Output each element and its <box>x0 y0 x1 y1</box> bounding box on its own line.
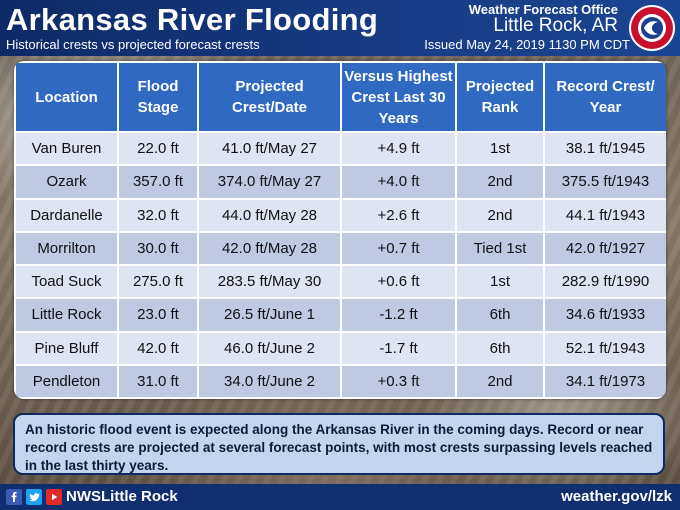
crest-table-container: Location Flood Stage Projected Crest/Dat… <box>14 61 666 399</box>
cell-record-crest: 44.1 ft/1943 <box>543 197 666 233</box>
cell-versus-highest: -1.2 ft <box>340 297 457 333</box>
cell-projected-rank: 1st <box>455 263 545 300</box>
cell-location: Pine Bluff <box>14 330 119 366</box>
cell-flood-stage: 42.0 ft <box>117 330 199 366</box>
cell-projected-crest: 46.0 ft/June 2 <box>197 330 342 366</box>
cell-record-crest: 282.9 ft/1990 <box>543 263 666 300</box>
header-versus-highest: Versus Highest Crest Last 30 Years <box>340 61 457 133</box>
office-city: Little Rock, AR <box>493 15 618 36</box>
cell-record-crest: 52.1 ft/1943 <box>543 330 666 366</box>
table-row: Van Buren 22.0 ft 41.0 ft/May 27 +4.9 ft… <box>14 130 666 167</box>
table-row: Morrilton 30.0 ft 42.0 ft/May 28 +0.7 ft… <box>14 230 666 267</box>
header-projected-crest: Projected Crest/Date <box>197 61 342 133</box>
cell-location: Ozark <box>14 164 119 200</box>
cell-versus-highest: +4.9 ft <box>340 130 457 167</box>
nws-logo <box>629 5 675 51</box>
facebook-icon[interactable] <box>6 489 22 505</box>
website-link[interactable]: weather.gov/lzk <box>561 488 672 505</box>
cell-flood-stage: 275.0 ft <box>117 263 199 300</box>
page-title: Arkansas River Flooding <box>6 2 379 37</box>
cell-flood-stage: 32.0 ft <box>117 197 199 233</box>
cell-flood-stage: 357.0 ft <box>117 164 199 200</box>
header-record-crest: Record Crest/ Year <box>543 61 666 133</box>
cell-projected-rank: 1st <box>455 130 545 167</box>
cell-versus-highest: +2.6 ft <box>340 197 457 233</box>
cell-projected-rank: 6th <box>455 330 545 366</box>
cell-location: Van Buren <box>14 130 119 167</box>
cell-flood-stage: 23.0 ft <box>117 297 199 333</box>
cell-projected-crest: 44.0 ft/May 28 <box>197 197 342 233</box>
header-flood-stage: Flood Stage <box>117 61 199 133</box>
cell-versus-highest: +0.7 ft <box>340 230 457 267</box>
cell-versus-highest: +0.6 ft <box>340 263 457 300</box>
cell-projected-rank: 2nd <box>455 363 545 399</box>
cell-location: Pendleton <box>14 363 119 399</box>
cell-location: Morrilton <box>14 230 119 267</box>
header-bar: Arkansas River Flooding Historical crest… <box>0 0 680 56</box>
cell-record-crest: 42.0 ft/1927 <box>543 230 666 267</box>
table-row: Pendleton 31.0 ft 34.0 ft/June 2 +0.3 ft… <box>14 363 666 399</box>
cell-location: Toad Suck <box>14 263 119 300</box>
page-subtitle: Historical crests vs projected forecast … <box>6 37 260 52</box>
cell-location: Little Rock <box>14 297 119 333</box>
social-handle[interactable]: NWSLittle Rock <box>66 488 178 505</box>
table-row: Toad Suck 275.0 ft 283.5 ft/May 30 +0.6 … <box>14 263 666 300</box>
cell-projected-rank: 2nd <box>455 164 545 200</box>
cell-versus-highest: +4.0 ft <box>340 164 457 200</box>
cell-projected-crest: 283.5 ft/May 30 <box>197 263 342 300</box>
issued-time: Issued May 24, 2019 1130 PM CDT <box>424 37 630 52</box>
cell-projected-crest: 41.0 ft/May 27 <box>197 130 342 167</box>
header-projected-rank: Projected Rank <box>455 61 545 133</box>
twitter-icon[interactable] <box>26 489 42 505</box>
table-row: Pine Bluff 42.0 ft 46.0 ft/June 2 -1.7 f… <box>14 330 666 366</box>
cell-record-crest: 38.1 ft/1945 <box>543 130 666 167</box>
table-row: Dardanelle 32.0 ft 44.0 ft/May 28 +2.6 f… <box>14 197 666 233</box>
cell-record-crest: 375.5 ft/1943 <box>543 164 666 200</box>
cell-projected-crest: 34.0 ft/June 2 <box>197 363 342 399</box>
cell-versus-highest: +0.3 ft <box>340 363 457 399</box>
cell-projected-crest: 42.0 ft/May 28 <box>197 230 342 267</box>
cell-flood-stage: 22.0 ft <box>117 130 199 167</box>
table-header-row: Location Flood Stage Projected Crest/Dat… <box>14 61 666 133</box>
cell-projected-crest: 26.5 ft/June 1 <box>197 297 342 333</box>
office-name: Weather Forecast Office <box>468 2 618 17</box>
cell-projected-rank: Tied 1st <box>455 230 545 267</box>
summary-note: An historic flood event is expected alon… <box>13 413 665 475</box>
cell-location: Dardanelle <box>14 197 119 233</box>
cell-projected-rank: 2nd <box>455 197 545 233</box>
cell-projected-crest: 374.0 ft/May 27 <box>197 164 342 200</box>
cell-record-crest: 34.6 ft/1933 <box>543 297 666 333</box>
footer-bar <box>0 484 680 510</box>
cell-record-crest: 34.1 ft/1973 <box>543 363 666 399</box>
table-row: Little Rock 23.0 ft 26.5 ft/June 1 -1.2 … <box>14 297 666 333</box>
cell-flood-stage: 31.0 ft <box>117 363 199 399</box>
crest-table: Location Flood Stage Projected Crest/Dat… <box>14 61 666 399</box>
header-location: Location <box>14 61 119 133</box>
cell-projected-rank: 6th <box>455 297 545 333</box>
table-row: Ozark 357.0 ft 374.0 ft/May 27 +4.0 ft 2… <box>14 164 666 200</box>
cell-flood-stage: 30.0 ft <box>117 230 199 267</box>
youtube-icon[interactable] <box>46 489 62 505</box>
cell-versus-highest: -1.7 ft <box>340 330 457 366</box>
